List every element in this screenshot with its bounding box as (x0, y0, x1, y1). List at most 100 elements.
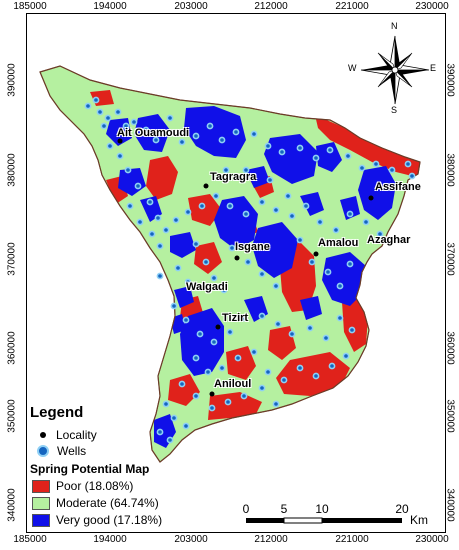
north-arrow (360, 35, 430, 105)
well-marker (226, 202, 234, 210)
well-marker (288, 330, 296, 338)
moderate-swatch (32, 496, 50, 510)
well-marker (242, 210, 250, 218)
locality-point (117, 138, 123, 144)
well-marker (222, 166, 230, 174)
well-marker (272, 206, 280, 214)
locality-label: Ait Ouamoudi (117, 127, 190, 139)
well-marker (316, 218, 324, 226)
well-marker (404, 160, 412, 168)
well-marker (204, 368, 212, 376)
well-marker (212, 192, 220, 200)
well-marker (280, 376, 288, 384)
well-marker (182, 316, 190, 324)
well-marker (336, 314, 344, 322)
well-marker (156, 428, 164, 436)
well-marker (184, 208, 192, 216)
well-marker (192, 132, 200, 140)
x-tick-bottom: 185000 (13, 534, 47, 545)
well-marker (206, 122, 214, 130)
well-marker (226, 328, 234, 336)
well-marker (344, 152, 352, 160)
locality-label: Tagragra (210, 171, 257, 183)
well-marker (154, 214, 162, 222)
well-marker (178, 380, 186, 388)
scale-label: 5 (280, 502, 288, 516)
well-marker (234, 354, 242, 362)
well-marker (408, 172, 416, 180)
very-good-swatch (32, 513, 50, 527)
x-tick-bottom: 212000 (254, 534, 288, 545)
well-marker (242, 166, 250, 174)
legend-locality: Locality (34, 428, 97, 442)
legend-class-label: Poor (18.08%) (56, 479, 134, 493)
well-marker (308, 258, 316, 266)
well-marker (202, 258, 210, 266)
well-marker (326, 146, 334, 154)
legend-wells-label: Wells (57, 444, 87, 458)
well-marker (148, 230, 156, 238)
well-marker (92, 96, 100, 104)
x-tick-top: 230000 (415, 1, 449, 12)
well-marker (322, 334, 330, 342)
well-marker (116, 152, 124, 160)
well-marker (104, 114, 112, 122)
well-marker (126, 202, 134, 210)
locality-label: Amalou (318, 237, 359, 249)
well-marker (152, 136, 160, 144)
scale-label: 0 (242, 502, 250, 516)
locality-point (215, 324, 221, 330)
x-tick-top: 185000 (13, 1, 47, 12)
legend-title: Legend (30, 404, 84, 421)
well-marker (210, 338, 218, 346)
well-marker (332, 226, 340, 234)
well-marker (240, 314, 248, 322)
well-symbol (37, 445, 49, 457)
x-tick-top: 203000 (174, 1, 208, 12)
well-marker (162, 400, 170, 408)
legend-locality-label: Locality (56, 428, 97, 442)
well-marker (348, 326, 356, 334)
well-marker (324, 268, 332, 276)
locality-label: Aniloul (214, 378, 252, 390)
locality-point (234, 255, 240, 261)
well-markers (84, 96, 416, 444)
locality-label: Walgadi (186, 281, 228, 293)
well-marker (196, 330, 204, 338)
well-marker (362, 218, 370, 226)
poor-zones (90, 90, 420, 420)
very-good-zones (106, 106, 396, 448)
well-marker (166, 436, 174, 444)
well-marker (274, 320, 282, 328)
well-marker (288, 212, 296, 220)
well-marker (312, 154, 320, 162)
scale-label: 20 (395, 502, 409, 516)
well-marker (166, 114, 174, 122)
x-tick-bottom: 194000 (93, 534, 127, 545)
well-marker (96, 108, 104, 116)
well-marker (266, 176, 274, 184)
well-marker (136, 218, 144, 226)
locality-label: Azaghar (367, 234, 411, 246)
well-marker (114, 108, 122, 116)
well-marker (376, 230, 384, 238)
x-tick-bottom: 230000 (415, 534, 449, 545)
locality-point (313, 251, 319, 257)
well-marker (358, 164, 366, 172)
legend-class-label: Moderate (64.74%) (56, 496, 159, 510)
well-marker (208, 404, 216, 412)
x-tick-top: 194000 (93, 1, 127, 12)
well-marker (130, 118, 138, 126)
well-marker (192, 392, 200, 400)
well-marker (250, 348, 258, 356)
well-marker (312, 372, 320, 380)
well-marker (296, 364, 304, 372)
poor-swatch (32, 479, 50, 493)
well-marker (134, 182, 142, 190)
well-marker (162, 226, 170, 234)
well-marker (284, 192, 292, 200)
well-marker (372, 160, 380, 168)
well-marker (182, 422, 190, 430)
well-marker (302, 202, 310, 210)
x-tick-bottom: 221000 (335, 534, 369, 545)
